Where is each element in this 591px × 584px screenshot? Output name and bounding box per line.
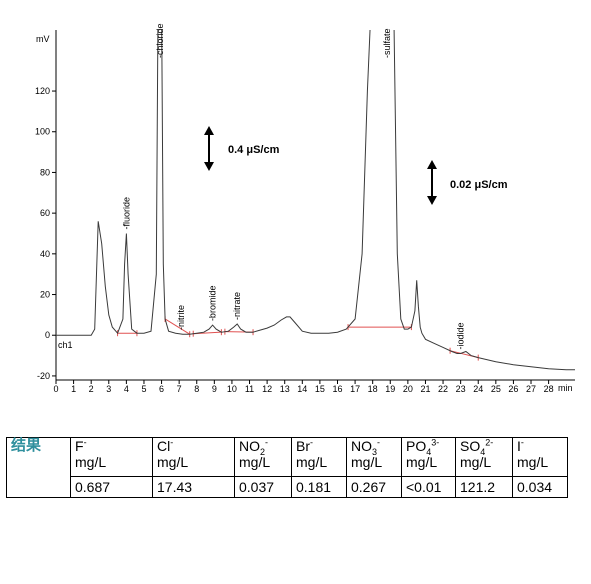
scale-bar-1-arrow-up — [204, 126, 214, 135]
peak-label-fluoride: -fluoride — [121, 197, 131, 230]
x-tick-label: 27 — [526, 384, 536, 394]
peak-label-bromide: -bromide — [208, 286, 218, 322]
peak-label-nitrite: -nitrite — [176, 305, 186, 330]
x-tick-label: 16 — [332, 384, 342, 394]
x-tick-label: 19 — [385, 384, 395, 394]
x-tick-label: 14 — [297, 384, 307, 394]
x-tick-label: 25 — [491, 384, 501, 394]
x-tick-label: 26 — [508, 384, 518, 394]
header-nitrite: NO2- mg/L — [234, 437, 292, 477]
x-tick-label: 3 — [106, 384, 111, 394]
scale-bar-2-label: 0.02 μS/cm — [450, 179, 508, 191]
header-chloride: Cl-mg/L — [152, 437, 235, 477]
y-unit-label: mV — [36, 34, 50, 44]
header-phosphate: PO43- mg/L — [401, 437, 456, 477]
y-tick-label: 0 — [45, 330, 50, 340]
header-nitrate: NO3- mg/L — [346, 437, 402, 477]
value-bromide: 0.181 — [291, 476, 347, 498]
scale-bar-1-arrow-down — [204, 162, 214, 171]
x-tick-label: 23 — [456, 384, 466, 394]
x-tick-label: 17 — [350, 384, 360, 394]
value-chloride: 17.43 — [152, 476, 235, 498]
peak-label-chloride: -chloride — [155, 23, 165, 58]
scale-bar-2-arrow-down — [427, 196, 437, 205]
scale-bar-1-label: 0.4 μS/cm — [228, 144, 280, 156]
scale-bar-1: 0.4 μS/cm — [204, 126, 280, 171]
scale-bar-2-arrow-up — [427, 160, 437, 169]
x-tick-label: 8 — [194, 384, 199, 394]
value-nitrate: 0.267 — [346, 476, 402, 498]
x-tick-label: 20 — [403, 384, 413, 394]
x-unit-label: min — [558, 383, 573, 393]
chromatogram-trace — [56, 30, 575, 371]
x-tick-label: 12 — [262, 384, 272, 394]
x-tick-label: 13 — [280, 384, 290, 394]
peak-label-sulfate: -sulfate — [382, 28, 392, 58]
y-tick-label: -20 — [37, 371, 50, 381]
results-value-row: 0.687 17.43 0.037 0.181 0.267 <0.01 121.… — [7, 476, 568, 498]
peak-label-iodide: -iodide — [456, 323, 466, 350]
channel-label: ch1 — [58, 340, 73, 350]
x-tick-label: 10 — [227, 384, 237, 394]
value-sulfate: 121.2 — [455, 476, 513, 498]
y-tick-label: 40 — [40, 249, 50, 259]
x-tick-label: 2 — [89, 384, 94, 394]
x-tick-label: 7 — [177, 384, 182, 394]
x-tick-label: 5 — [141, 384, 146, 394]
y-tick-label: 80 — [40, 167, 50, 177]
results-table: 结果 F-mg/L Cl-mg/L NO2- mg/L Br-mg/L NO3- m… — [6, 437, 568, 498]
value-iodide: 0.034 — [512, 476, 568, 498]
x-tick-label: 11 — [245, 384, 254, 394]
y-tick-label: 60 — [40, 208, 50, 218]
results-header-row: 结果 F-mg/L Cl-mg/L NO2- mg/L Br-mg/L NO3- m… — [6, 437, 568, 498]
x-tick-label: 28 — [544, 384, 554, 394]
peak-label-nitrate: -nitrate — [232, 292, 242, 320]
peak-baseline — [164, 318, 190, 335]
x-tick-label: 18 — [368, 384, 378, 394]
value-phosphate: <0.01 — [401, 476, 456, 498]
header-iodide: I-mg/L — [512, 437, 568, 477]
y-tick-label: 120 — [35, 86, 50, 96]
x-tick-label: 22 — [438, 384, 448, 394]
value-nitrite: 0.037 — [234, 476, 292, 498]
results-label: 结果 — [6, 437, 71, 498]
x-tick-label: 24 — [473, 384, 483, 394]
y-tick-label: 100 — [35, 127, 50, 137]
x-tick-label: 6 — [159, 384, 164, 394]
y-tick-label: 20 — [40, 290, 50, 300]
x-tick-label: 4 — [124, 384, 129, 394]
x-tick-label: 15 — [315, 384, 325, 394]
x-tick-label: 21 — [420, 384, 430, 394]
header-bromide: Br-mg/L — [291, 437, 347, 477]
scale-bar-2: 0.02 μS/cm — [427, 160, 508, 205]
value-fluoride: 0.687 — [70, 476, 153, 498]
header-sulfate: SO42- mg/L — [455, 437, 513, 477]
x-tick-label: 9 — [212, 384, 217, 394]
header-fluoride: F-mg/L — [70, 437, 153, 477]
x-tick-label: 1 — [71, 384, 76, 394]
x-tick-label: 0 — [53, 384, 58, 394]
